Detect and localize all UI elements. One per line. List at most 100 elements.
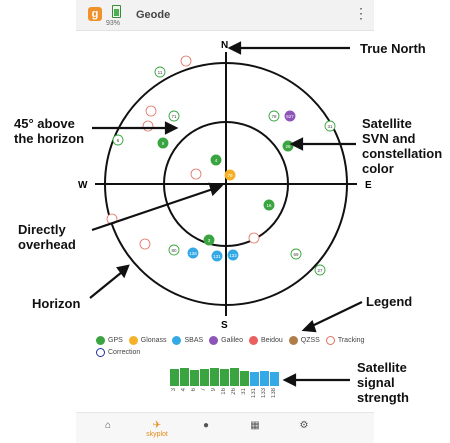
compass-north: N bbox=[221, 40, 228, 51]
satellite-marker[interactable] bbox=[168, 110, 180, 122]
glonass-dot-icon bbox=[128, 336, 138, 345]
legend-label: QZSS bbox=[300, 337, 320, 344]
satellite-label: 79 bbox=[227, 173, 233, 178]
tracking-dot-icon bbox=[325, 336, 335, 345]
satellite-marker[interactable] bbox=[187, 247, 199, 259]
sbas-dot-icon bbox=[172, 336, 182, 345]
annotation-signal-line1: Satellite bbox=[357, 360, 407, 375]
app-bar bbox=[76, 0, 374, 31]
legend-item-tracking: Tracking bbox=[325, 336, 364, 345]
legend-item-glonass: Glonass bbox=[128, 336, 166, 345]
satellite-label: 138 bbox=[189, 251, 197, 256]
nav-item-settings-gear[interactable]: ⚙ bbox=[284, 413, 324, 443]
signal-bar-label: 9 bbox=[211, 388, 217, 392]
arrow-directly-overhead bbox=[91, 187, 214, 232]
satellite-icon: ✈ bbox=[152, 420, 162, 431]
annotation-45-above: 45° above the horizon bbox=[14, 116, 84, 146]
signal-bar-label: 26 bbox=[231, 388, 237, 395]
satellite-marker[interactable] bbox=[324, 120, 336, 132]
annotation-true-north: True North bbox=[360, 41, 426, 56]
nav-item-home[interactable]: ⌂ bbox=[88, 413, 128, 443]
satellite-marker[interactable] bbox=[112, 134, 124, 146]
satellite-marker[interactable] bbox=[203, 234, 215, 246]
nav-item-dashboard[interactable]: ▦ bbox=[235, 413, 275, 443]
satellite-marker[interactable] bbox=[268, 110, 280, 122]
satellite-marker[interactable] bbox=[282, 140, 294, 152]
satellite-marker[interactable] bbox=[211, 250, 223, 262]
compass-west: W bbox=[78, 180, 88, 191]
satellite-marker-unlabeled bbox=[139, 238, 151, 250]
signal-bar-label: 133 bbox=[261, 388, 267, 399]
satellite-marker[interactable] bbox=[314, 264, 326, 276]
legend-label: Beidou bbox=[260, 337, 283, 344]
satellite-marker[interactable] bbox=[157, 137, 169, 149]
settings-gear-icon: ⚙ bbox=[299, 420, 309, 431]
satellite-label: 27 bbox=[317, 268, 323, 273]
arrow-signal-strength-head bbox=[282, 373, 297, 387]
satellite-label: 133 bbox=[229, 253, 237, 258]
annotation-svn-line3: constellation bbox=[362, 146, 443, 161]
dashboard-icon: ▦ bbox=[250, 420, 260, 431]
location-pin-icon: ● bbox=[202, 420, 210, 431]
battery-icon bbox=[112, 5, 121, 18]
satellite-marker-unlabeled bbox=[190, 168, 202, 180]
signal-bar bbox=[230, 368, 239, 386]
satellite-label: 16 bbox=[266, 203, 272, 208]
legend-item-galileo: Galileo bbox=[209, 336, 243, 345]
satellite-layer: 11 31 6 71 78 69 80 27 79 9 4 26 16 3 138 131 133 627 bbox=[106, 55, 336, 276]
annotation-legend: Legend bbox=[366, 294, 413, 309]
satellite-label: 69 bbox=[293, 252, 299, 257]
satellite-marker[interactable] bbox=[168, 244, 180, 256]
signal-bar bbox=[180, 368, 189, 386]
qzss-dot-icon bbox=[288, 336, 298, 345]
legend-item-sbas: SBAS bbox=[172, 336, 203, 345]
satellite-marker[interactable] bbox=[227, 249, 239, 261]
annotation-signal-strength: Satellite signal strength bbox=[357, 360, 409, 405]
signal-bar-label: 4 bbox=[181, 388, 187, 392]
legend-label: GPS bbox=[108, 337, 123, 344]
signal-bar-label: 131 bbox=[251, 388, 257, 399]
nav-item-skyplot[interactable]: ✈ skyplot bbox=[137, 413, 177, 443]
annotation-45-above-line2: the horizon bbox=[14, 131, 85, 146]
satellite-marker[interactable] bbox=[210, 154, 222, 166]
annotation-overhead-line2: overhead bbox=[18, 237, 76, 252]
satellite-label: 26 bbox=[285, 144, 291, 149]
legend-label: Correction bbox=[108, 349, 141, 356]
satellite-marker[interactable] bbox=[154, 66, 166, 78]
arrow-true-north-head bbox=[227, 41, 242, 55]
galileo-dot-icon bbox=[209, 336, 219, 345]
signal-bar-label: 6 bbox=[191, 388, 197, 392]
signal-bar bbox=[170, 369, 179, 386]
satellite-label: 6 bbox=[117, 138, 120, 143]
annotation-45-above-line1: 45° above bbox=[14, 116, 75, 131]
satellite-label: 3 bbox=[208, 238, 211, 243]
satellite-label: 11 bbox=[158, 70, 163, 75]
satellite-marker[interactable] bbox=[290, 248, 302, 260]
satellite-label: 9 bbox=[162, 141, 165, 146]
satellite-marker[interactable] bbox=[284, 110, 296, 122]
compass-east: E bbox=[365, 180, 372, 191]
annotation-svn-line2: SVN and bbox=[362, 131, 416, 146]
arrow-legend bbox=[311, 301, 363, 327]
signal-bar-label: 138 bbox=[271, 388, 277, 399]
satellite-marker[interactable] bbox=[263, 199, 275, 211]
arrow-horizon bbox=[89, 271, 123, 299]
satellite-label: 131 bbox=[213, 254, 221, 259]
satellite-marker[interactable] bbox=[224, 169, 236, 181]
nav-item-location-pin[interactable]: ● bbox=[186, 413, 226, 443]
legend-label: Galileo bbox=[221, 337, 243, 344]
annotation-svn-line1: Satellite bbox=[362, 116, 412, 131]
satellite-label: 80 bbox=[171, 248, 177, 253]
legend-item-correction: Correction bbox=[96, 348, 140, 357]
arrow-legend-head bbox=[301, 319, 317, 333]
signal-bar bbox=[220, 369, 229, 386]
annotation-horizon: Horizon bbox=[32, 296, 81, 311]
annotation-directly-overhead: Directly overhead bbox=[18, 222, 76, 252]
annotation-signal-line3: strength bbox=[357, 390, 409, 405]
legend-row-1: GPS Glonass SBAS Galileo Beidou QZSS Tracking bbox=[96, 336, 370, 345]
annotation-arrows bbox=[89, 41, 363, 387]
signal-bar bbox=[200, 369, 209, 386]
more-vert-icon[interactable]: ⋮ bbox=[354, 5, 368, 21]
correction-dot-icon bbox=[96, 348, 105, 357]
